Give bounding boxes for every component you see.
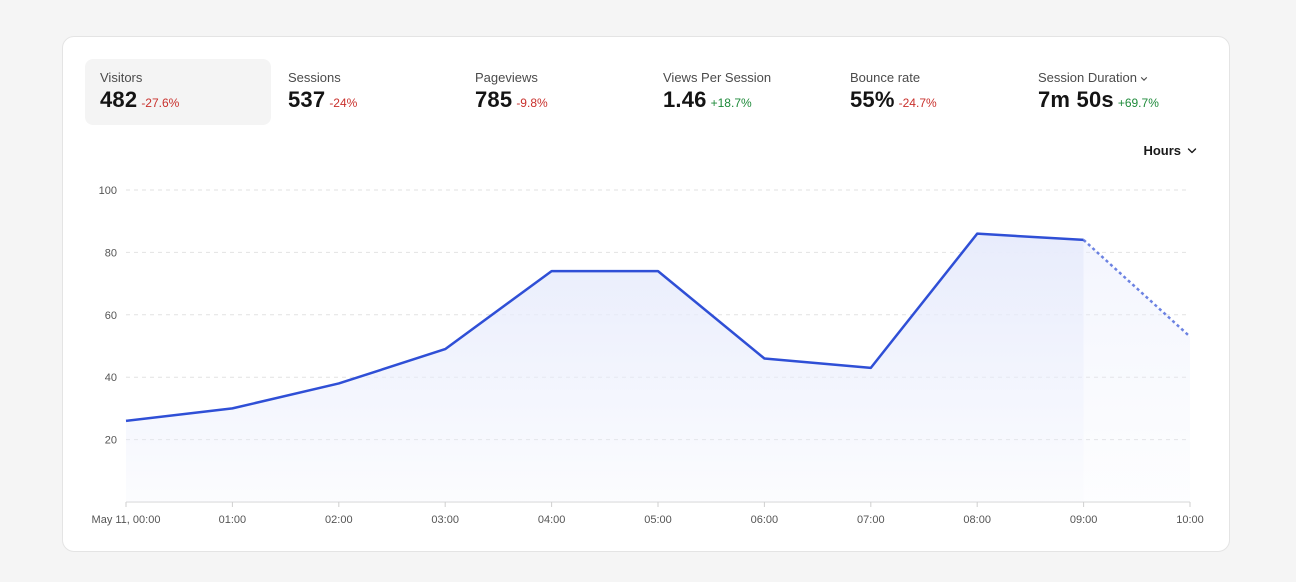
metric-tile-visitors[interactable]: Visitors 482 -27.6%: [85, 59, 271, 125]
metric-value-row: 7m 50s +69.7%: [1038, 87, 1209, 113]
x-tick-label: 10:00: [1176, 514, 1204, 526]
metric-value-row: 1.46 +18.7%: [663, 87, 834, 113]
metric-tile-views-per-session[interactable]: Views Per Session 1.46 +18.7%: [648, 59, 834, 125]
y-tick-label: 20: [105, 435, 117, 447]
metric-value-row: 785 -9.8%: [475, 87, 646, 113]
metric-tile-session-duration[interactable]: Session Duration 7m 50s +69.7%: [1023, 59, 1209, 125]
chevron-down-icon: [1187, 147, 1197, 153]
area-fill-projected: [1083, 239, 1190, 503]
metric-tile-sessions[interactable]: Sessions 537 -24%: [273, 59, 459, 125]
y-tick-label: 40: [105, 372, 117, 384]
metric-value-row: 482 -27.6%: [100, 87, 271, 113]
y-tick-label: 100: [99, 185, 117, 197]
metric-value: 785: [475, 87, 513, 112]
metric-change: -9.8%: [516, 96, 548, 110]
metric-change: +69.7%: [1117, 96, 1159, 110]
x-tick-label: 08:00: [963, 514, 991, 526]
metric-label: Session Duration: [1038, 70, 1209, 86]
x-tick-label: 09:00: [1070, 514, 1098, 526]
metric-label-text: Session Duration: [1038, 70, 1137, 85]
x-tick-label: 02:00: [325, 514, 353, 526]
visitors-chart: 20 40 60 80 100 May 11, 00:00 01:00 02:00 03:00 0…: [92, 185, 1204, 526]
x-tick-label: 04:00: [538, 514, 566, 526]
y-tick-label: 80: [105, 247, 117, 259]
metric-label-text: Visitors: [100, 70, 143, 85]
metric-value-row: 55% -24.7%: [850, 87, 1021, 113]
metric-change: -24%: [329, 96, 358, 110]
metric-label-text: Views Per Session: [663, 70, 772, 85]
metric-label: Bounce rate: [850, 70, 1021, 86]
metric-value: 7m 50s: [1038, 87, 1114, 112]
x-tick-label: 03:00: [431, 514, 459, 526]
x-tick-label: 07:00: [857, 514, 885, 526]
chevron-down-icon[interactable]: [1140, 75, 1148, 83]
metric-change: +18.7%: [710, 96, 752, 110]
metric-value: 482: [100, 87, 138, 112]
area-fill: [126, 233, 1084, 502]
metric-label-text: Pageviews: [475, 70, 538, 85]
analytics-card: Visitors 482 -27.6% Sessions 537 -24% Pageview…: [62, 36, 1230, 552]
metric-tile-bounce-rate[interactable]: Bounce rate 55% -24.7%: [835, 59, 1021, 125]
x-tick-label: 05:00: [644, 514, 672, 526]
metric-label-text: Sessions: [288, 70, 341, 85]
metric-change: -24.7%: [898, 96, 937, 110]
metric-value: 1.46: [663, 87, 707, 112]
metric-label: Pageviews: [475, 70, 646, 86]
metric-value-row: 537 -24%: [288, 87, 459, 113]
metric-label: Views Per Session: [663, 70, 834, 86]
x-tick-label: May 11, 00:00: [92, 514, 161, 526]
metric-label-text: Bounce rate: [850, 70, 921, 85]
series-line: [125, 232, 1084, 423]
metric-tile-pageviews[interactable]: Pageviews 785 -9.8%: [460, 59, 646, 125]
metric-label: Sessions: [288, 70, 459, 86]
x-tick-label: 01:00: [219, 514, 247, 526]
x-tick-label: 06:00: [751, 514, 779, 526]
granularity-label: Hours: [1143, 143, 1181, 158]
metric-value: 55%: [850, 87, 895, 112]
granularity-dropdown[interactable]: Hours: [1143, 143, 1197, 158]
metric-change: -27.6%: [141, 96, 180, 110]
metric-value: 537: [288, 87, 326, 112]
metrics-row: Visitors 482 -27.6% Sessions 537 -24% Pageview…: [85, 59, 1209, 125]
y-tick-label: 60: [105, 310, 117, 322]
metric-label: Visitors: [100, 70, 271, 86]
